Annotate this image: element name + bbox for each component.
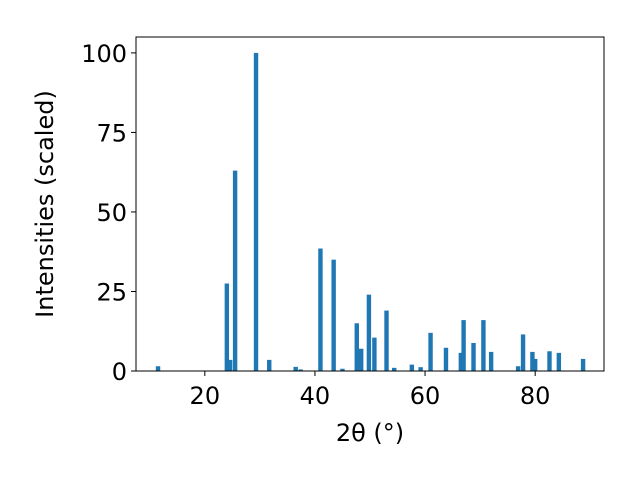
bar xyxy=(556,352,562,371)
bar xyxy=(372,337,377,371)
bars-group xyxy=(155,52,586,372)
x-tick-label: 80 xyxy=(520,382,551,410)
y-tick-label: 50 xyxy=(96,199,127,227)
bar xyxy=(224,283,230,371)
bar xyxy=(253,52,259,372)
bar xyxy=(488,351,494,371)
bar xyxy=(409,364,415,371)
bar xyxy=(461,320,466,371)
bar xyxy=(530,351,535,371)
bar xyxy=(155,366,161,371)
bar xyxy=(520,334,526,371)
bar xyxy=(331,259,336,371)
bar xyxy=(227,359,233,371)
y-tick-label: 0 xyxy=(112,358,127,386)
bar xyxy=(481,320,486,371)
bar xyxy=(267,359,272,371)
bar xyxy=(232,170,238,371)
bar xyxy=(458,352,464,371)
bar xyxy=(428,332,433,371)
bar xyxy=(392,367,397,371)
y-tick-label: 75 xyxy=(96,119,127,147)
bar xyxy=(547,351,552,371)
x-axis-label: 2θ (°) xyxy=(336,419,404,447)
bar xyxy=(318,248,323,371)
bar xyxy=(384,310,389,371)
plot-frame xyxy=(135,36,605,372)
bar xyxy=(354,323,359,371)
bar xyxy=(418,367,423,371)
y-tick-label: 25 xyxy=(96,278,127,306)
x-tick-label: 60 xyxy=(410,382,441,410)
bar xyxy=(580,358,586,371)
y-axis-ticks: 0 25 50 75 100 xyxy=(81,40,136,386)
bar xyxy=(532,358,538,371)
bar xyxy=(471,343,476,371)
y-axis-label: Intensities (scaled) xyxy=(31,90,59,318)
bar xyxy=(358,348,364,371)
x-axis-ticks: 20 40 60 80 xyxy=(190,371,551,410)
y-tick-label: 100 xyxy=(81,40,127,68)
bar xyxy=(298,369,303,371)
bar xyxy=(366,294,372,371)
x-tick-label: 20 xyxy=(190,382,221,410)
x-tick-label: 40 xyxy=(300,382,331,410)
bar xyxy=(340,368,345,371)
bar xyxy=(515,366,521,371)
bar xyxy=(443,347,449,371)
bar xyxy=(293,366,298,371)
